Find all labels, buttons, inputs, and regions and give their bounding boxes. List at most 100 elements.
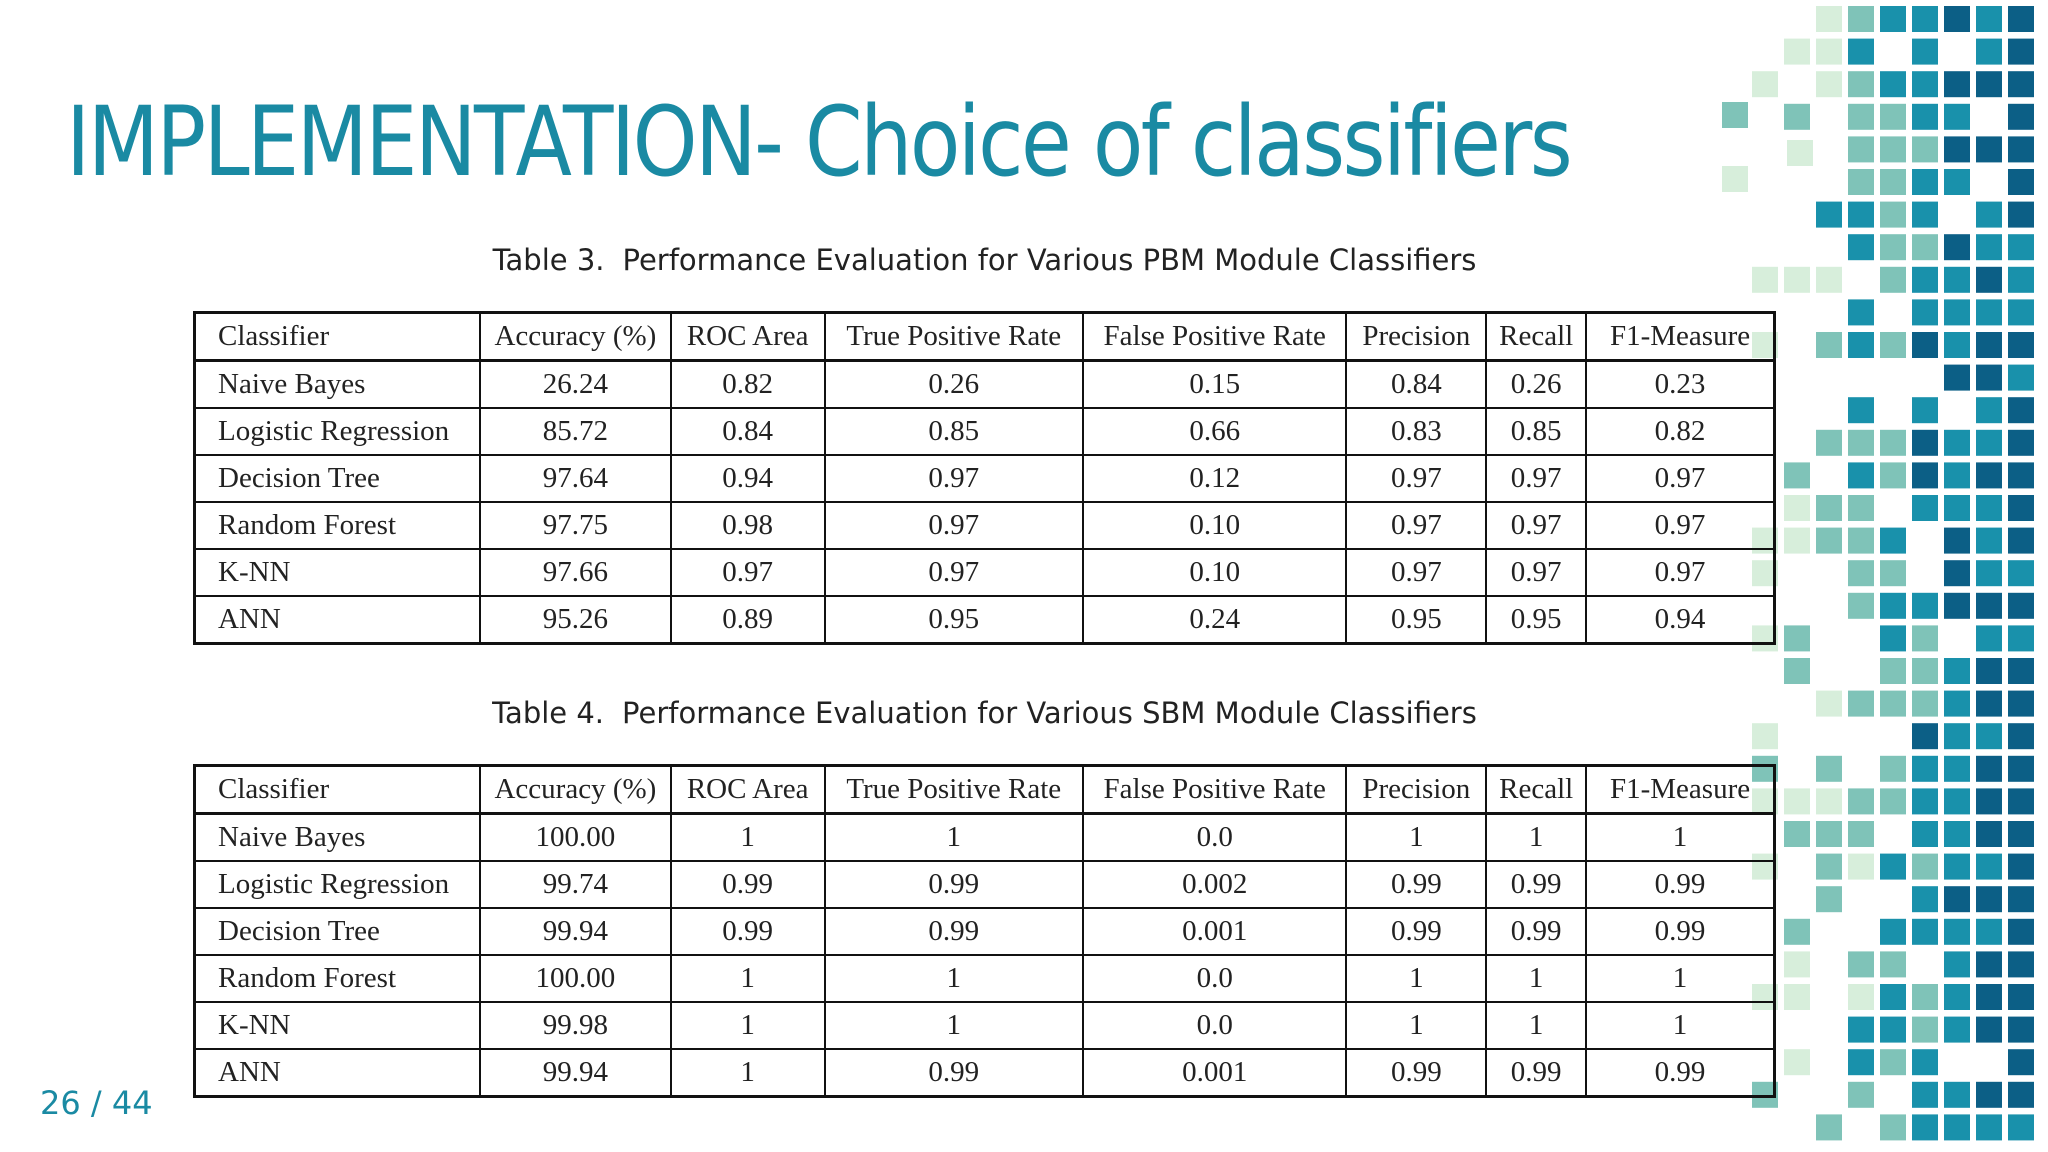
mosaic-square (1848, 299, 1874, 326)
metric-cell: 0.95 (1485, 595, 1588, 645)
mosaic-square (2008, 136, 2034, 163)
mosaic-square (1976, 886, 2002, 913)
mosaic-square (1944, 1081, 1970, 1108)
mosaic-square (1944, 527, 1970, 554)
mosaic-square (1944, 886, 1970, 913)
mosaic-square (1848, 332, 1874, 358)
mosaic-square (2008, 1049, 2034, 1076)
mosaic-square (1912, 690, 1938, 717)
mosaic-square (1816, 1114, 1842, 1141)
metric-cell: 0.97 (669, 548, 826, 597)
column-header: Classifier (193, 764, 481, 815)
metric-cell: 0.99 (669, 860, 826, 909)
metric-cell: 97.75 (478, 501, 672, 550)
mosaic-square (1976, 625, 2002, 652)
mosaic-square (1912, 103, 1938, 130)
mosaic-square (2008, 755, 2034, 782)
metric-cell: 0.10 (1081, 548, 1348, 597)
mosaic-square (1912, 821, 1938, 847)
mosaic-square (1722, 166, 1748, 192)
mosaic-square (2008, 1114, 2034, 1141)
mosaic-square (1880, 755, 1906, 782)
mosaic-square (1944, 169, 1970, 195)
metric-cell: 1 (669, 1001, 826, 1050)
table-row: Random Forest 97.75 0.98 0.97 0.10 0.97 0.97 0.… (193, 501, 1776, 550)
column-header: ROC Area (669, 764, 826, 815)
metric-cell: 0.001 (1081, 1048, 1348, 1098)
metric-cell: 0.97 (1585, 548, 1776, 597)
mosaic-square (1976, 462, 2002, 489)
mosaic-square (1944, 788, 1970, 815)
mosaic-square (1880, 788, 1906, 815)
table-header-row: Classifier Accuracy (%) ROC Area True Posit… (193, 311, 1776, 362)
mosaic-square (1976, 299, 2002, 326)
metric-cell: 0.97 (1345, 501, 1488, 550)
mosaic-square (2008, 690, 2034, 717)
mosaic-square (2008, 658, 2034, 684)
metric-cell: 0.99 (1485, 907, 1588, 956)
mosaic-square (1976, 918, 2002, 945)
metric-cell: 0.24 (1081, 595, 1348, 645)
mosaic-square (1976, 6, 2002, 32)
metric-cell: 0.84 (1345, 359, 1488, 409)
mosaic-square (1816, 429, 1842, 456)
metric-cell: 1 (1585, 954, 1776, 1003)
mosaic-square (1880, 169, 1906, 195)
column-header: Recall (1485, 311, 1588, 362)
metric-cell: 1 (1345, 954, 1488, 1003)
mosaic-square (1816, 495, 1842, 521)
mosaic-square (1848, 560, 1874, 587)
mosaic-square (1848, 788, 1874, 815)
table-header-row: Classifier Accuracy (%) ROC Area True Posit… (193, 764, 1776, 815)
pbm-classifier-table: Classifier Accuracy (%) ROC Area True Posit… (193, 311, 1776, 645)
classifier-name-cell: Logistic Regression (193, 407, 481, 456)
mosaic-square (1912, 853, 1938, 880)
mosaic-square (1880, 234, 1906, 261)
table-row: K-NN 97.66 0.97 0.97 0.10 0.97 0.97 0.97 (193, 548, 1776, 597)
mosaic-square (1880, 560, 1906, 587)
mosaic-square (1848, 495, 1874, 521)
mosaic-square (1912, 429, 1938, 456)
mosaic-square (1848, 136, 1874, 163)
mosaic-square (1912, 201, 1938, 228)
classifier-name-cell: Decision Tree (193, 454, 481, 503)
mosaic-square (1816, 38, 1842, 65)
mosaic-square (2008, 429, 2034, 456)
mosaic-square (1944, 984, 1970, 1010)
mosaic-square (1816, 332, 1842, 358)
mosaic-square (1976, 266, 2002, 293)
sbm-table-block: Table 4. Performance Evaluation for Vario… (193, 696, 1776, 1098)
metric-cell: 0.99 (1345, 1048, 1488, 1098)
classifier-name-cell: Random Forest (193, 501, 481, 550)
mosaic-square (2008, 886, 2034, 913)
mosaic-square (1848, 690, 1874, 717)
metric-cell: 95.26 (478, 595, 672, 645)
metric-cell: 0.0 (1081, 1001, 1348, 1050)
metric-cell: 0.97 (823, 548, 1084, 597)
mosaic-square (1880, 462, 1906, 489)
column-header: False Positive Rate (1081, 311, 1348, 362)
metric-cell: 0.97 (1345, 548, 1488, 597)
mosaic-square (1944, 299, 1970, 326)
page-number: 26 / 44 (40, 1084, 153, 1122)
mosaic-square (1752, 71, 1778, 98)
mosaic-square (1944, 332, 1970, 358)
metric-cell: 0.99 (1345, 860, 1488, 909)
mosaic-square (1976, 364, 2002, 391)
mosaic-square (2008, 6, 2034, 32)
mosaic-square (1976, 71, 2002, 98)
table-caption-number: Table 4. (492, 696, 605, 730)
metric-cell: 1 (823, 954, 1084, 1003)
metric-cell: 1 (1485, 812, 1588, 862)
metric-cell: 0.95 (823, 595, 1084, 645)
mosaic-square (1912, 755, 1938, 782)
mosaic-square (1784, 625, 1810, 652)
column-header: False Positive Rate (1081, 764, 1348, 815)
table-row: Naive Bayes 26.24 0.82 0.26 0.15 0.84 0.26 0.23 (193, 359, 1776, 409)
mosaic-square (2008, 364, 2034, 391)
metric-cell: 1 (1585, 812, 1776, 862)
mosaic-square (1880, 332, 1906, 358)
mosaic-square (1816, 853, 1842, 880)
mosaic-square (1816, 6, 1842, 32)
mosaic-square (1944, 853, 1970, 880)
